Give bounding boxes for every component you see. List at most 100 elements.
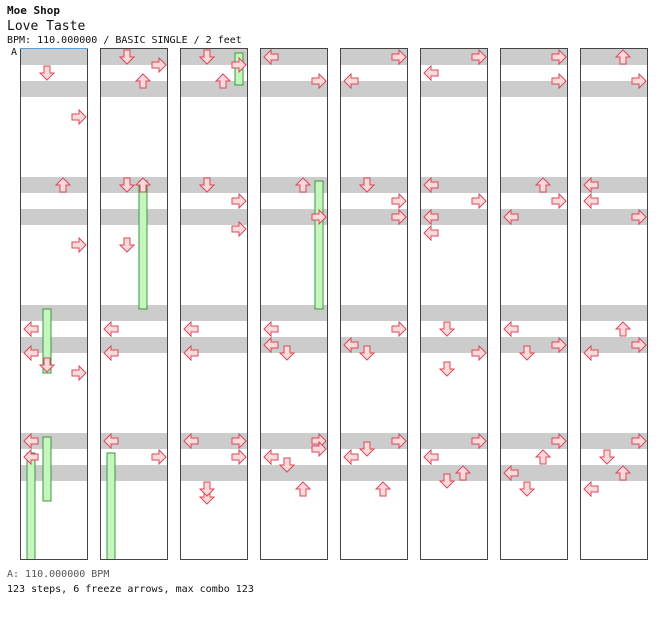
beat-stripe	[101, 337, 167, 353]
beat-stripe	[21, 177, 87, 193]
freeze-arrow	[138, 180, 148, 310]
chart-column	[260, 48, 328, 560]
step-arrow-left	[263, 336, 279, 354]
step-arrow-left	[343, 336, 359, 354]
beat-stripe	[501, 209, 567, 225]
step-arrow-right	[631, 336, 647, 354]
beat-stripe	[21, 337, 87, 353]
step-arrow-right	[231, 192, 247, 210]
step-arrow-right	[551, 49, 567, 66]
step-arrow-right	[391, 432, 407, 450]
beat-stripe	[341, 337, 407, 353]
step-arrow-left	[183, 320, 199, 338]
step-arrow-right	[551, 192, 567, 210]
beat-stripe	[181, 337, 247, 353]
step-arrow-left	[583, 480, 599, 498]
beat-stripe	[581, 337, 647, 353]
chart-column	[580, 48, 648, 560]
step-arrow-left	[423, 208, 439, 226]
beat-stripe	[341, 305, 407, 321]
beat-stripe	[181, 433, 247, 449]
beat-stripe	[421, 305, 487, 321]
chart-column-svg	[421, 49, 487, 489]
beat-stripe	[261, 337, 327, 353]
step-arrow-down	[118, 237, 136, 253]
step-arrow-right	[71, 364, 87, 382]
beat-stripe	[501, 305, 567, 321]
step-arrow-left	[103, 344, 119, 362]
step-arrow-right	[151, 448, 167, 466]
step-arrow-up	[374, 481, 392, 497]
beat-stripe	[261, 177, 327, 193]
step-arrow-down	[518, 345, 536, 361]
step-arrow-down	[118, 177, 136, 193]
beat-stripe	[261, 465, 327, 481]
beat-stripe	[581, 81, 647, 97]
chart-column-svg	[581, 49, 647, 498]
beat-stripe	[181, 81, 247, 97]
step-arrow-left	[423, 224, 439, 242]
beat-stripe	[101, 81, 167, 97]
step-arrow-left	[503, 320, 519, 338]
beat-stripe	[581, 305, 647, 321]
chart-column-svg	[501, 49, 567, 497]
freeze-arrow	[42, 436, 52, 502]
step-arrow-left	[263, 49, 279, 66]
step-arrow-right	[311, 72, 327, 90]
step-arrow-up	[614, 49, 632, 65]
step-arrow-right	[471, 432, 487, 450]
step-arrow-left	[583, 176, 599, 194]
beat-stripe	[581, 433, 647, 449]
beat-stripe	[421, 433, 487, 449]
step-arrow-left	[23, 432, 39, 450]
step-arrow-up	[534, 177, 552, 193]
step-arrow-down	[198, 481, 216, 497]
step-arrow-down	[438, 321, 456, 337]
beat-stripe	[21, 465, 87, 481]
freeze-arrow	[26, 452, 36, 559]
beat-stripe	[501, 81, 567, 97]
step-arrow-left	[183, 344, 199, 362]
step-arrow-up	[534, 449, 552, 465]
step-arrow-right	[231, 220, 247, 238]
step-arrow-left	[343, 72, 359, 90]
step-arrow-down	[358, 441, 376, 457]
step-arrow-down	[278, 457, 296, 473]
beat-stripe	[581, 465, 647, 481]
step-arrow-left	[103, 432, 119, 450]
step-arrow-right	[631, 432, 647, 450]
step-arrow-up	[294, 481, 312, 497]
beat-stripe	[581, 49, 647, 65]
step-arrow-left	[583, 192, 599, 210]
chart-column-svg	[341, 49, 407, 497]
step-arrow-up	[614, 321, 632, 337]
chart-column-svg	[261, 49, 327, 497]
chart-column-svg	[21, 49, 87, 559]
freeze-arrow	[106, 452, 116, 559]
beat-stripe	[341, 465, 407, 481]
step-arrow-up	[54, 177, 72, 193]
step-arrow-down	[438, 473, 456, 489]
step-arrow-down	[358, 177, 376, 193]
bpm-change-line	[20, 48, 88, 49]
step-arrow-down	[598, 449, 616, 465]
beat-stripe	[421, 81, 487, 97]
beat-stripe	[421, 465, 487, 481]
step-stats: 123 steps, 6 freeze arrows, max combo 12…	[7, 584, 254, 595]
step-arrow-down	[438, 361, 456, 377]
step-arrow-left	[103, 320, 119, 338]
chart-column	[100, 48, 168, 560]
step-arrow-right	[311, 208, 327, 226]
beat-stripe	[101, 465, 167, 481]
step-arrow-left	[23, 344, 39, 362]
step-arrow-right	[231, 432, 247, 450]
step-arrow-right	[391, 320, 407, 338]
beat-stripe	[581, 209, 647, 225]
song-title: Love Taste	[7, 19, 86, 34]
beat-stripe	[501, 49, 567, 65]
step-arrow-right	[151, 56, 167, 74]
bpm-legend: A: 110.000000 BPM	[7, 569, 110, 580]
step-arrow-down	[518, 481, 536, 497]
freeze-arrow	[314, 180, 324, 310]
beat-stripe	[21, 433, 87, 449]
